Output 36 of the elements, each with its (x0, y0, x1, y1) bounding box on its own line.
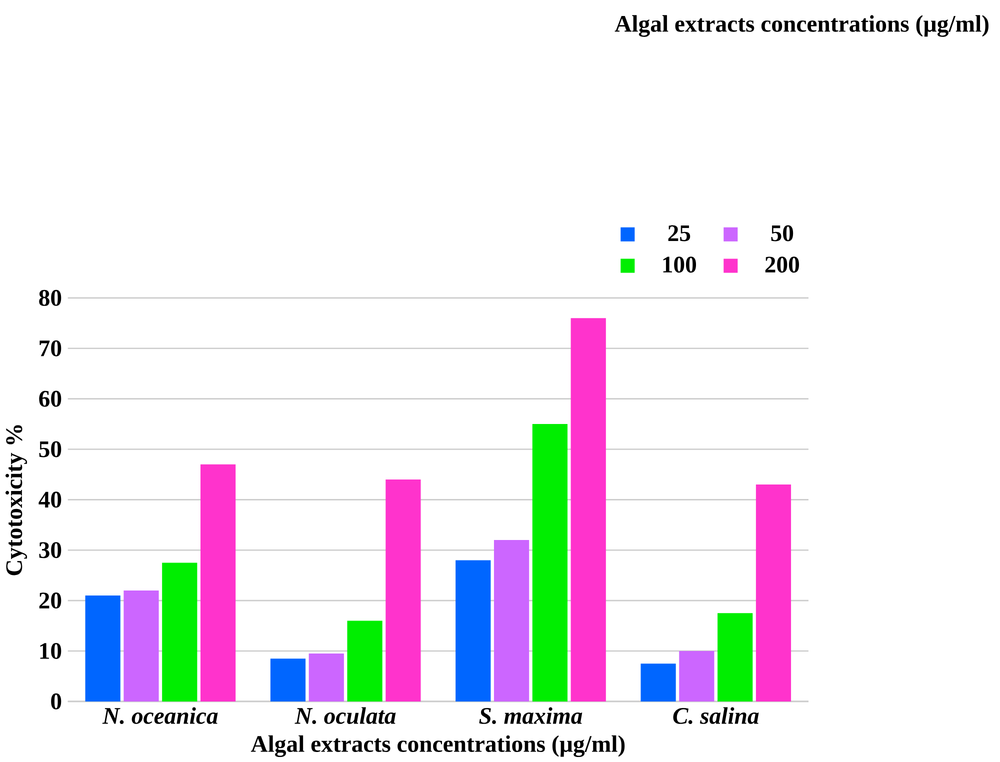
bar (85, 595, 120, 702)
bar (532, 424, 568, 702)
legend-label: 50 (771, 225, 794, 242)
bar (270, 658, 306, 702)
y-tick-label: 50 (39, 441, 62, 458)
bar (718, 612, 753, 702)
bar (570, 318, 606, 702)
bar (386, 479, 421, 702)
x-tick-label: N. oceanica (102, 707, 218, 724)
y-tick-label: 40 (38, 491, 62, 508)
bar (200, 464, 236, 702)
legend-label: 25 (668, 225, 690, 241)
legend-title: Algal extracts concentrations (µg/ml) (614, 14, 988, 37)
x-tick-label: S. maxima (479, 707, 582, 724)
bar (494, 540, 530, 702)
bar (679, 650, 714, 702)
bar (124, 590, 159, 702)
y-tick-label: 60 (39, 390, 62, 407)
bar (456, 560, 491, 702)
bar (756, 484, 792, 702)
legend-label: 100 (663, 256, 696, 272)
bar (640, 663, 676, 702)
bar (308, 653, 344, 702)
y-axis-title: Cytotoxicity % (5, 425, 28, 575)
y-tick-label: 10 (40, 642, 62, 659)
bar (347, 620, 382, 702)
y-tick-label: 0 (51, 693, 62, 710)
x-tick-label: N. oculata (294, 707, 396, 724)
x-tick-label: C. salina (673, 707, 759, 724)
y-tick-label: 70 (40, 340, 62, 356)
bar (162, 562, 198, 702)
y-tick-label: 20 (39, 592, 62, 608)
x-axis-title: Algal extracts concentrations (µg/ml) (250, 735, 625, 757)
legend-label: 200 (765, 256, 800, 272)
y-tick-label: 30 (39, 542, 62, 558)
y-tick-label: 80 (39, 290, 62, 306)
